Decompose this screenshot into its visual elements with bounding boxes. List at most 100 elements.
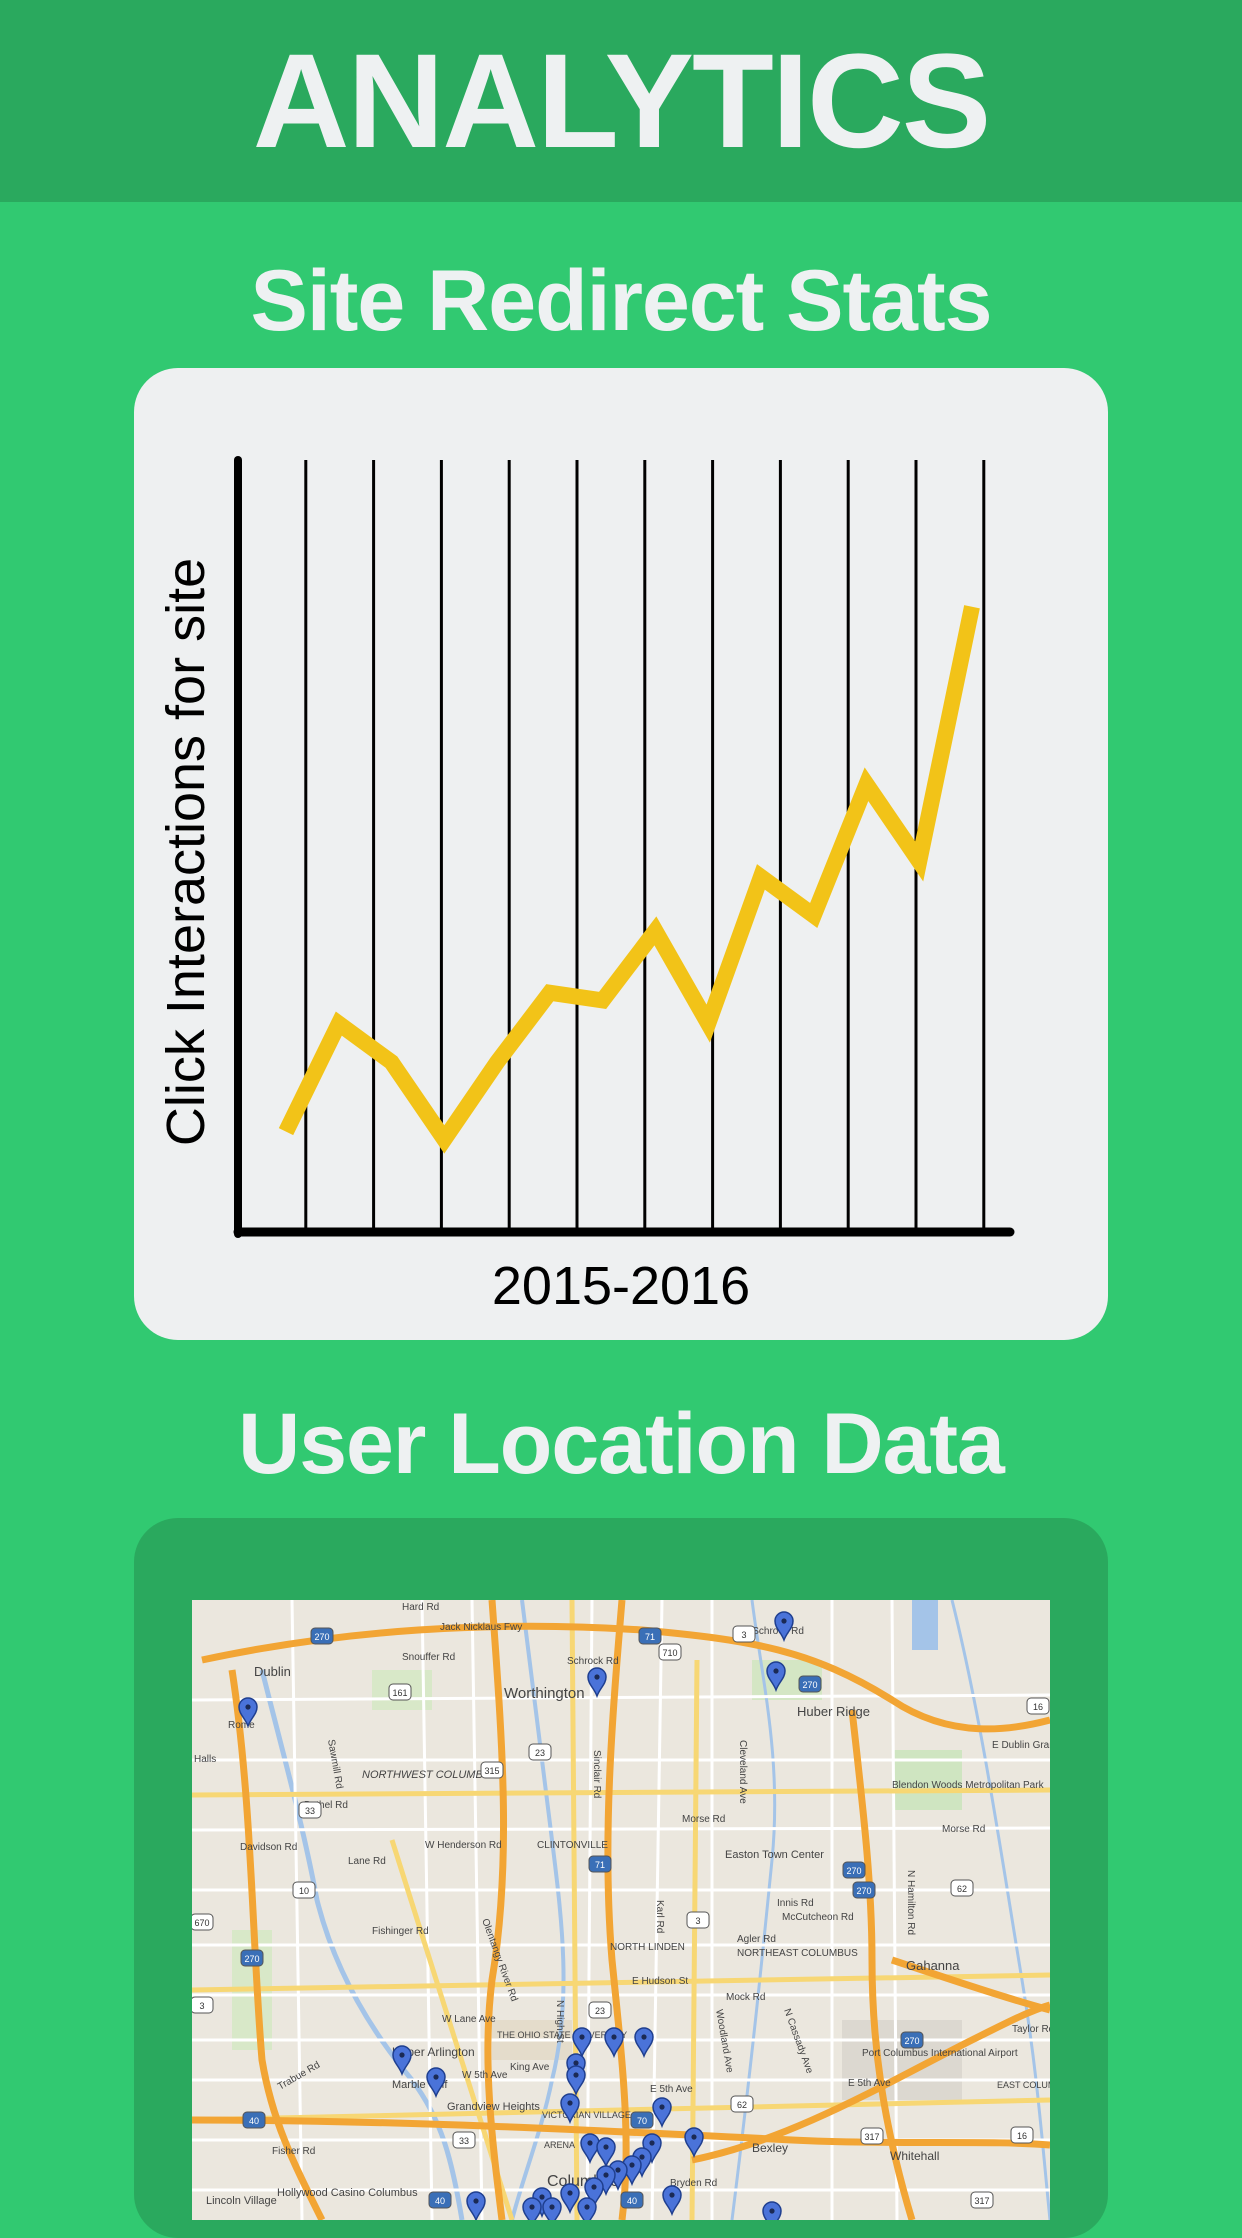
svg-text:3: 3 [695,1916,700,1926]
route-shield: 270 [240,1949,264,1967]
location-pin[interactable] [766,1661,786,1693]
label-n-high: N High St [554,2000,565,2043]
location-pin[interactable] [426,2067,446,2099]
label-fisher-rd: Fisher Rd [272,2146,315,2157]
route-shield: 16 [1026,1697,1050,1715]
label-blendon: Blendon Woods Metropolitan Park [892,1780,1045,1791]
location-pin[interactable] [542,2197,562,2220]
location-pin[interactable] [577,2197,597,2220]
route-shield: 33 [298,1801,322,1819]
user-location-map[interactable]: Dublin Worthington Huber Ridge NORTHWEST… [192,1600,1050,2220]
label-w-henderson: W Henderson Rd [425,1840,502,1851]
label-osu: THE OHIO STATE UNIVERSITY [497,2030,627,2040]
svg-text:317: 317 [974,2196,989,2206]
y-axis-label: Click Interactions for site [156,558,216,1146]
redirect-stats-title: Site Redirect Stats [250,253,993,349]
location-pin[interactable] [634,2027,654,2059]
label-victorian-village: VICTORIAN VILLAGE [542,2110,631,2120]
svg-text:33: 33 [459,2136,469,2146]
svg-text:710: 710 [662,1648,677,1658]
label-morse-rd: Morse Rd [682,1814,725,1825]
label-jack-nicklaus: Jack Nicklaus Fwy [440,1622,522,1633]
location-pin[interactable] [584,2177,604,2209]
location-pin[interactable] [522,2197,542,2220]
location-pin[interactable] [762,2201,782,2220]
location-pin[interactable] [560,2093,580,2125]
route-shield: 317 [860,2127,884,2145]
label-mccutcheon: McCutcheon Rd [782,1912,854,1923]
route-shield: 3 [686,1911,710,1929]
svg-text:23: 23 [595,2006,605,2016]
svg-text:40: 40 [435,2196,445,2206]
svg-text:70: 70 [637,2116,647,2126]
svg-text:270: 270 [314,1632,329,1642]
svg-text:62: 62 [957,1884,967,1894]
label-davidson-rd: Davidson Rd [240,1842,297,1853]
route-shield: 23 [588,2001,612,2019]
svg-text:16: 16 [1017,2131,1027,2141]
label-mock-rd: Mock Rd [726,1992,765,2003]
route-shield: 40 [428,2191,452,2209]
label-rome: Rome [228,1720,255,1731]
location-pin[interactable] [238,1697,258,1729]
route-shield: 270 [842,1861,866,1879]
svg-text:40: 40 [627,2196,637,2206]
location-pin[interactable] [587,1667,607,1699]
svg-text:71: 71 [645,1632,655,1642]
location-data-title: User Location Data [238,1396,1005,1492]
label-gahanna: Gahanna [906,1958,960,1973]
label-e-5th-ave-east: E 5th Ave [848,2078,891,2089]
svg-text:40: 40 [249,2116,259,2126]
route-shield: 670 [192,1913,214,1931]
location-pin[interactable] [560,2183,580,2215]
label-dublin: Dublin [254,1664,291,1679]
route-shield: 270 [900,2031,924,2049]
label-easton: Easton Town Center [725,1849,824,1861]
label-whitehall: Whitehall [890,2149,939,2163]
route-shield: 62 [950,1879,974,1897]
route-shield: 40 [620,2191,644,2209]
label-northeast-columbus: NORTHEAST COLUMBUS [737,1948,858,1959]
location-pin[interactable] [774,1611,794,1643]
svg-text:71: 71 [595,1860,605,1870]
route-shield: 16 [1010,2126,1034,2144]
route-shield: 270 [852,1881,876,1899]
label-huber-ridge: Huber Ridge [797,1704,870,1719]
hoover-reservoir [912,1600,938,1650]
svg-text:10: 10 [299,1886,309,1896]
svg-text:3: 3 [199,2001,204,2011]
label-east-columbus: EAST COLUMBUS [997,2080,1050,2090]
series-line [278,605,980,1154]
route-shield: 710 [658,1643,682,1661]
location-pin[interactable] [684,2127,704,2159]
svg-text:270: 270 [846,1866,861,1876]
location-pin[interactable] [566,2065,586,2097]
location-pins [238,1611,794,2220]
svg-text:62: 62 [737,2100,747,2110]
label-arena: ARENA [544,2140,575,2150]
route-shield: 70 [630,2111,654,2129]
svg-text:270: 270 [904,2036,919,2046]
location-pin[interactable] [392,2045,412,2077]
location-pin[interactable] [596,2137,616,2169]
page-title: ANALYTICS [252,26,991,176]
label-e-hudson: E Hudson St [632,1976,688,1987]
location-pin[interactable] [662,2185,682,2217]
svg-text:270: 270 [856,1886,871,1896]
svg-text:670: 670 [194,1918,209,1928]
label-schrock-rd: Schrock Rd [567,1656,619,1667]
route-shield: 270 [798,1675,822,1693]
location-pin[interactable] [580,2133,600,2165]
label-hamilton: N Hamilton Rd [905,1870,916,1935]
big-walnut-creek [950,1600,1050,2220]
location-pin[interactable] [572,2027,592,2059]
label-karl-rd: Karl Rd [654,1900,665,1933]
freeways [192,1600,1050,2220]
arterial-roads [192,1600,1050,2220]
svg-text:161: 161 [392,1688,407,1698]
route-shield: 62 [730,2095,754,2113]
location-pin[interactable] [652,2097,672,2129]
svg-text:3: 3 [741,1630,746,1640]
location-pin[interactable] [604,2027,624,2059]
route-shield: 40 [242,2111,266,2129]
